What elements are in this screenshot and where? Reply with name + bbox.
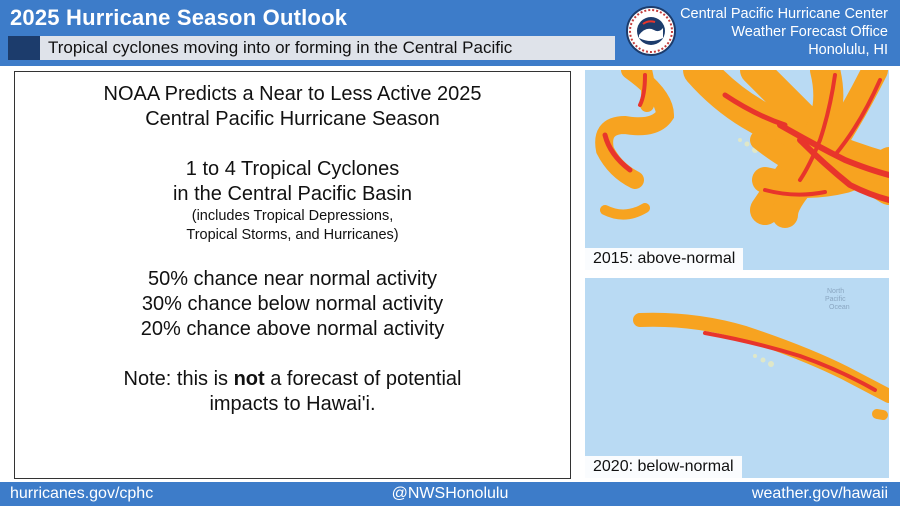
office-line-3: Honolulu, HI — [808, 42, 888, 58]
header-bar: 2025 Hurricane Season Outlook Tropical c… — [0, 0, 900, 66]
footer-link-hawaii[interactable]: weather.gov/hawaii — [751, 485, 888, 502]
outlook-panel: NOAA Predicts a Near to Less Active 2025… — [14, 71, 571, 479]
map-2015: 2015: above-normal — [585, 70, 889, 270]
track-map-2020 — [633, 312, 889, 420]
note-line-2: impacts to Hawai'i. — [209, 393, 376, 415]
island-shape — [760, 357, 766, 363]
footer-link-cphc[interactable]: hurricanes.gov/cphc — [10, 485, 154, 502]
island-shape — [738, 138, 742, 142]
map-caption-2015: 2015: above-normal — [585, 248, 744, 270]
map-caption-2020: 2020: below-normal — [585, 456, 742, 478]
map-2020: North Pacific Ocean 2020: below-normal — [585, 278, 889, 478]
cyclone-count-line-1: 1 to 4 Tropical Cyclones — [185, 158, 400, 180]
headline-line-1: NOAA Predicts a Near to Less Active 2025 — [103, 83, 482, 105]
track-swath-outer-2020 — [633, 312, 889, 420]
map-faint-label-2: Pacific — [825, 296, 846, 303]
office-line-2: Weather Forecast Office — [731, 24, 888, 40]
note-suffix: a forecast of potential — [264, 368, 462, 390]
subtitle-bar: Tropical cyclones moving into or forming… — [40, 36, 615, 60]
includes-line-2: Tropical Storms, and Hurricanes) — [186, 227, 399, 243]
track-cores — [602, 73, 889, 203]
probability-below: 30% chance below normal activity — [141, 293, 444, 315]
island-shape — [744, 141, 750, 147]
island-shape — [753, 354, 757, 358]
cyclone-count-line-2: in the Central Pacific Basin — [172, 183, 412, 205]
island-shape — [768, 361, 774, 367]
note-prefix: Note: this is — [123, 368, 234, 390]
probability-near: 50% chance near normal activity — [147, 268, 438, 290]
includes-line-1: (includes Tropical Depressions, — [191, 208, 394, 224]
page-title: 2025 Hurricane Season Outlook — [10, 5, 348, 30]
map-faint-label-3: Ocean — [829, 304, 850, 311]
track-core-2020 — [703, 331, 877, 392]
map-faint-label-1: North — [827, 288, 845, 295]
office-block: Central Pacific Hurricane Center Weather… — [680, 5, 888, 59]
footer-bar: @NWSHonolulu hurricanes.gov/cphc weather… — [0, 482, 900, 506]
nws-logo-graphic — [629, 9, 673, 53]
subtitle-accent — [8, 36, 40, 60]
nws-logo-icon — [626, 6, 676, 56]
note-line-1: Note: this is not a forecast of potentia… — [15, 367, 570, 392]
probability-above: 20% chance above normal activity — [140, 318, 445, 340]
note-emphasis: not — [233, 368, 265, 390]
headline-line-2: Central Pacific Hurricane Season — [145, 108, 440, 130]
track-map-2015 — [595, 70, 889, 228]
footer-social: @NWSHonolulu — [391, 485, 509, 502]
office-line-1: Central Pacific Hurricane Center — [680, 6, 888, 22]
